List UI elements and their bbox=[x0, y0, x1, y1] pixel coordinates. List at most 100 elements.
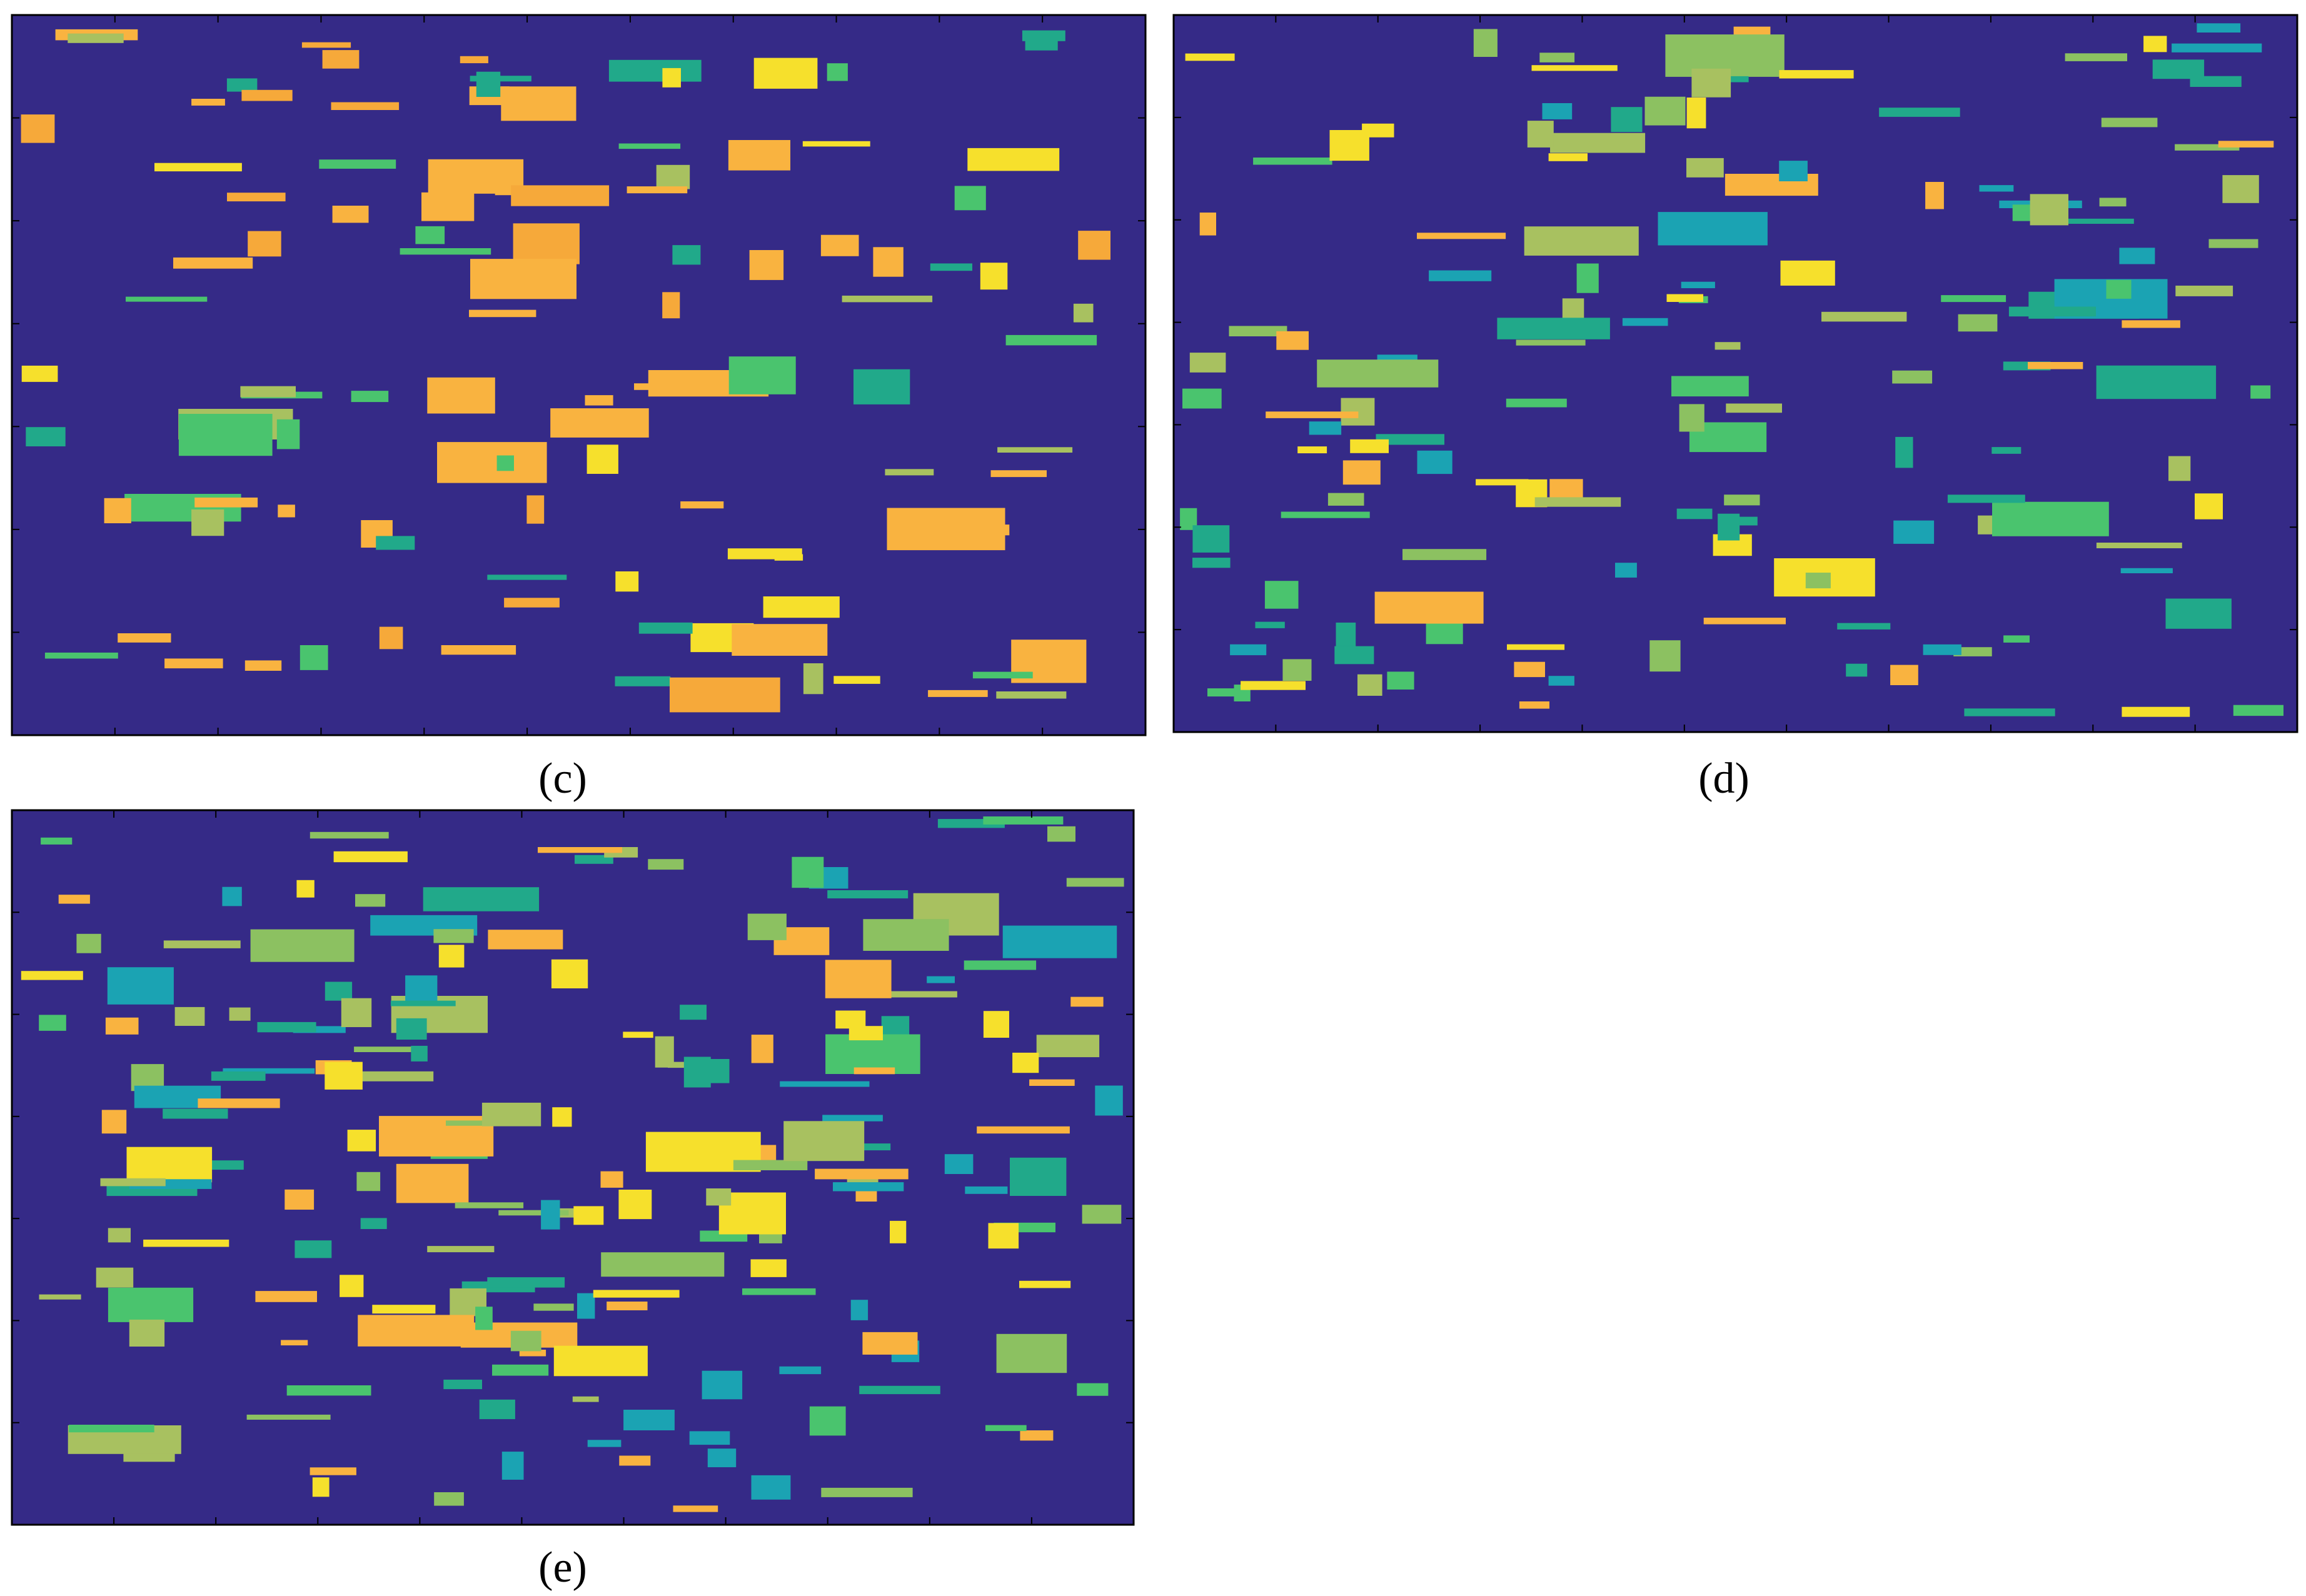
building-region bbox=[2096, 543, 2182, 548]
building-region bbox=[1531, 65, 1618, 71]
building-region bbox=[372, 1305, 436, 1314]
building-region bbox=[21, 365, 58, 382]
building-region bbox=[1805, 573, 1831, 589]
building-region bbox=[1837, 623, 1891, 630]
segmentation-map-d bbox=[1172, 14, 2298, 733]
building-region bbox=[1350, 439, 1389, 453]
building-region bbox=[1192, 525, 1230, 553]
building-region bbox=[1714, 342, 1741, 350]
building-region bbox=[1524, 226, 1639, 256]
building-region bbox=[1276, 331, 1309, 350]
building-region bbox=[496, 455, 514, 471]
map-frame bbox=[11, 809, 1135, 1526]
building-region bbox=[607, 1302, 648, 1310]
building-region bbox=[753, 58, 818, 89]
building-region bbox=[550, 408, 649, 438]
building-region bbox=[223, 1068, 315, 1074]
building-region bbox=[1779, 161, 1808, 181]
building-region bbox=[2028, 362, 2083, 369]
building-region bbox=[39, 1015, 66, 1031]
building-region bbox=[301, 42, 351, 48]
building-region bbox=[672, 245, 701, 265]
building-region bbox=[853, 1067, 895, 1075]
building-region bbox=[608, 59, 702, 82]
building-region bbox=[126, 296, 208, 302]
building-region bbox=[2195, 493, 2223, 519]
building-region bbox=[475, 1307, 493, 1330]
building-region bbox=[983, 1011, 1009, 1038]
building-region bbox=[476, 71, 501, 97]
building-region bbox=[154, 163, 242, 172]
building-region bbox=[325, 981, 353, 1001]
building-region bbox=[1506, 398, 1567, 408]
map-frame bbox=[1172, 14, 2298, 733]
building-region bbox=[1402, 549, 1487, 560]
building-region bbox=[310, 1467, 356, 1475]
building-region bbox=[2054, 218, 2134, 224]
building-region bbox=[2065, 53, 2127, 61]
building-region bbox=[1185, 53, 1235, 61]
building-region bbox=[656, 164, 690, 189]
building-region bbox=[1082, 1205, 1122, 1224]
building-region bbox=[662, 68, 681, 88]
building-region bbox=[873, 247, 904, 277]
building-region bbox=[1507, 644, 1565, 650]
building-region bbox=[379, 626, 403, 650]
building-region bbox=[615, 571, 639, 592]
building-region bbox=[779, 1366, 822, 1375]
building-region bbox=[1327, 493, 1364, 506]
building-region bbox=[1036, 1035, 1100, 1058]
building-region bbox=[1958, 314, 1998, 332]
building-region bbox=[887, 508, 1005, 551]
building-region bbox=[623, 1410, 675, 1430]
building-region bbox=[983, 816, 1064, 825]
building-region bbox=[396, 1163, 469, 1203]
building-region bbox=[96, 1267, 134, 1288]
building-region bbox=[69, 1425, 154, 1433]
building-region bbox=[1497, 318, 1610, 339]
building-region bbox=[1724, 494, 1760, 506]
building-region bbox=[1019, 1280, 1071, 1288]
building-region bbox=[601, 1252, 725, 1277]
building-region bbox=[470, 76, 531, 82]
building-region bbox=[930, 263, 972, 271]
building-region bbox=[2003, 635, 2030, 643]
building-region bbox=[2218, 141, 2274, 148]
building-region bbox=[333, 851, 408, 863]
building-region bbox=[354, 1046, 416, 1052]
building-region bbox=[278, 504, 295, 518]
building-region bbox=[2172, 43, 2262, 53]
building-region bbox=[967, 148, 1060, 171]
building-region bbox=[751, 1035, 773, 1063]
building-region bbox=[727, 548, 802, 560]
building-region bbox=[552, 1107, 572, 1127]
building-region bbox=[619, 1455, 651, 1466]
building-region bbox=[1264, 581, 1299, 609]
building-region bbox=[2175, 285, 2233, 296]
building-region bbox=[222, 886, 242, 906]
building-region bbox=[1342, 460, 1381, 485]
building-region bbox=[1429, 270, 1492, 281]
building-region bbox=[1476, 479, 1529, 486]
building-region bbox=[360, 1218, 387, 1229]
building-region bbox=[191, 99, 225, 106]
building-region bbox=[1550, 133, 1646, 153]
building-region bbox=[443, 1379, 482, 1390]
building-region bbox=[1357, 674, 1382, 696]
building-region bbox=[437, 442, 547, 483]
building-region bbox=[26, 427, 66, 446]
building-region bbox=[1070, 996, 1104, 1007]
building-region bbox=[747, 913, 787, 940]
building-region bbox=[376, 536, 415, 550]
building-region bbox=[1666, 294, 1703, 302]
building-region bbox=[1779, 70, 1854, 79]
building-region bbox=[1066, 878, 1124, 887]
building-region bbox=[2143, 36, 2167, 53]
building-region bbox=[763, 596, 840, 618]
building-region bbox=[815, 1168, 909, 1180]
building-region bbox=[300, 645, 328, 670]
building-region bbox=[1077, 1383, 1109, 1396]
building-region bbox=[927, 976, 955, 983]
building-region bbox=[600, 1171, 623, 1188]
building-region bbox=[21, 971, 83, 980]
